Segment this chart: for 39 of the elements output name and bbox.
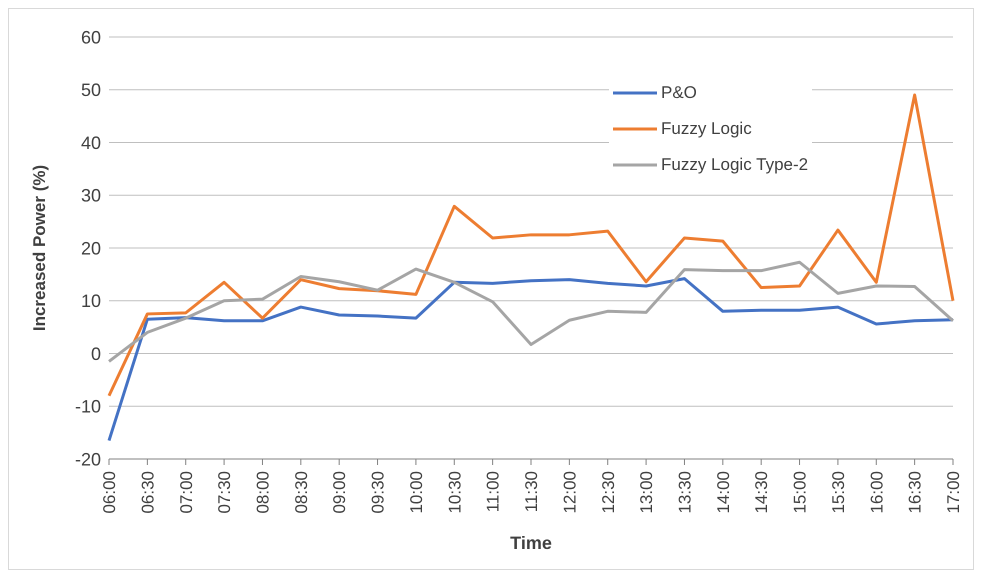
x-tick-label: 14:00 <box>714 471 733 514</box>
x-tick-label: 16:00 <box>867 471 886 514</box>
x-tick-label: 12:30 <box>598 471 618 514</box>
y-tick-label: 40 <box>80 132 101 153</box>
line-series <box>108 277 954 442</box>
x-tick-label: 13:00 <box>637 471 656 514</box>
x-tick-label: 08:00 <box>254 471 273 514</box>
x-tick-label: 07:00 <box>176 471 196 514</box>
x-tick-label: 09:00 <box>330 471 350 514</box>
x-tick-label: 16:30 <box>906 471 925 514</box>
x-tick-label: 11:30 <box>522 471 542 512</box>
x-tick-label: 12:00 <box>560 471 580 514</box>
x-tick-label: 14:30 <box>752 471 772 514</box>
x-tick-label: 06:00 <box>100 471 120 514</box>
x-tick-label: 17:00 <box>944 471 964 514</box>
x-tick-label: 06:30 <box>138 471 158 514</box>
y-tick-label: 0 <box>90 344 101 364</box>
y-tick-label: -20 <box>74 449 101 470</box>
x-tick-label: 07:30 <box>215 471 234 514</box>
x-tick-label: 08:30 <box>292 471 311 514</box>
legend-label: Fuzzy Logic Type-2 <box>661 155 808 175</box>
x-tick-label: 10:00 <box>406 471 426 514</box>
legend-label: Fuzzy Logic <box>661 119 752 139</box>
x-tick-label: 15:30 <box>828 471 848 514</box>
y-tick-label: 60 <box>80 27 101 48</box>
x-tick-label: 10:30 <box>445 471 464 514</box>
x-tick-label: 09:30 <box>368 471 388 514</box>
y-tick-label: 10 <box>80 291 101 312</box>
y-tick-label: -10 <box>74 396 101 417</box>
x-tick-label: 13:30 <box>676 471 695 514</box>
line-series <box>108 260 954 363</box>
y-tick-label: 20 <box>80 238 101 258</box>
legend-label: P&O <box>661 83 697 103</box>
x-tick-label: 15:00 <box>790 471 810 514</box>
x-axis-title: Time <box>510 533 552 553</box>
x-tick-label: 11:00 <box>484 471 503 512</box>
y-tick-label: 30 <box>80 186 101 206</box>
y-tick-label: 50 <box>80 80 101 100</box>
y-axis-title: Increased Power (%) <box>30 164 50 332</box>
